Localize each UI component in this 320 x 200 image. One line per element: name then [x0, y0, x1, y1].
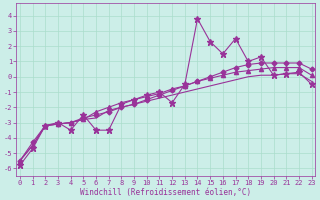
X-axis label: Windchill (Refroidissement éolien,°C): Windchill (Refroidissement éolien,°C)	[80, 188, 251, 197]
